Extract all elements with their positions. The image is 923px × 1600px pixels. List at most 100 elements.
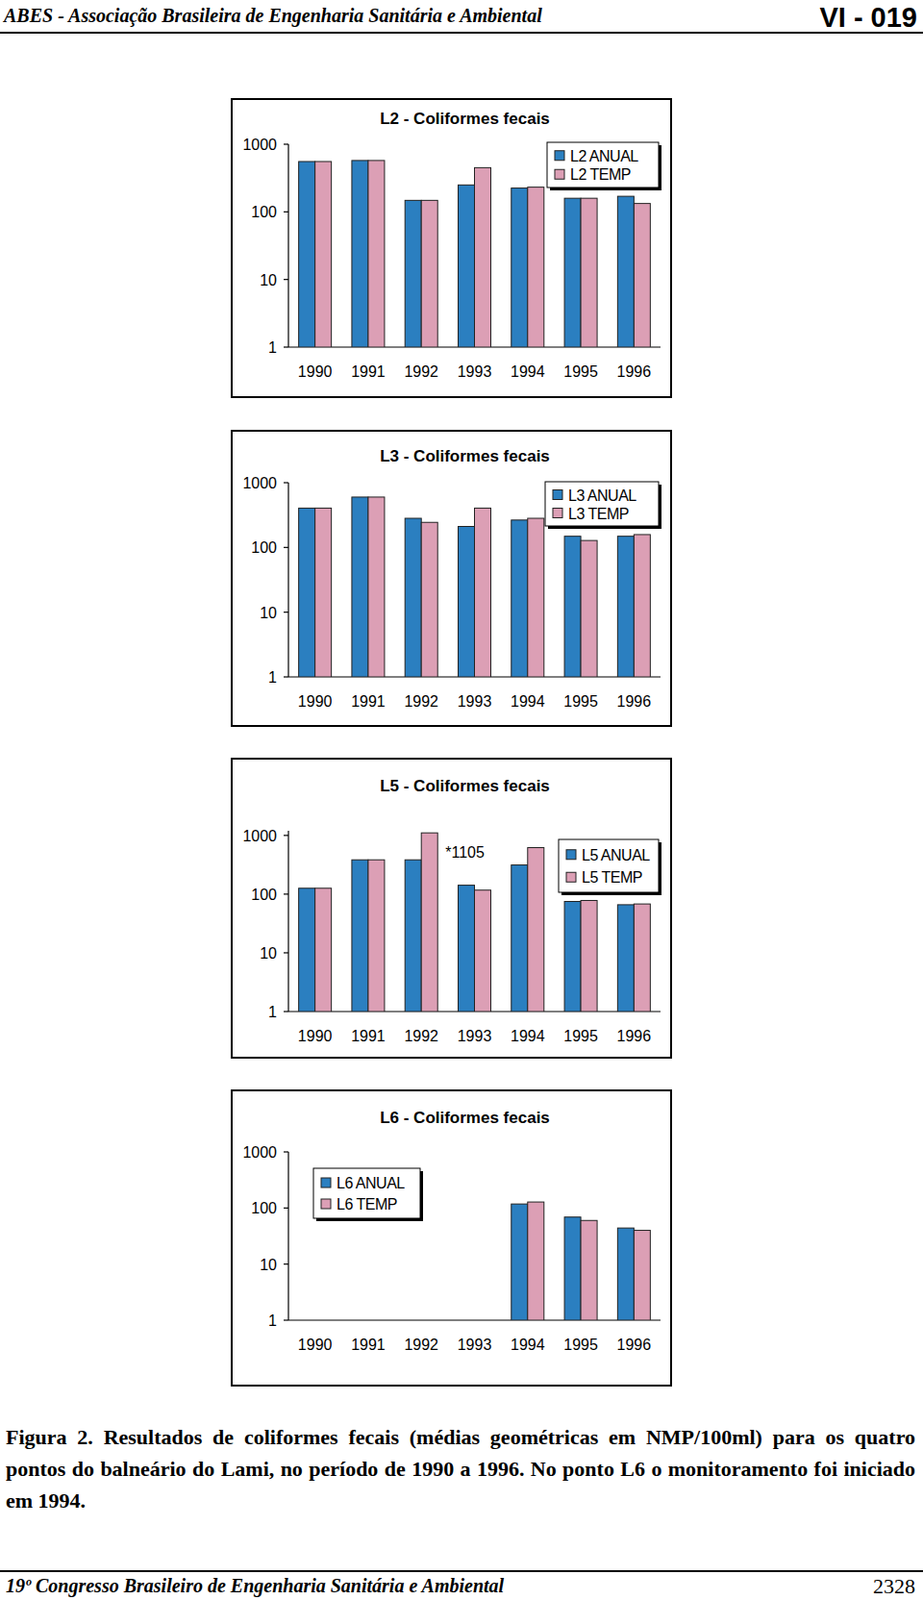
chart-title: L6 - Coliformes fecais [379,1108,550,1127]
x-tick-label: 1996 [617,1027,652,1045]
x-tick-label: 1991 [350,363,386,380]
legend-label: L2 TEMP [570,166,631,183]
bar [580,540,598,677]
bar [527,1201,545,1321]
legend-swatch [552,508,563,519]
bar [315,507,332,677]
y-tick [283,481,289,483]
x-tick-label: 1991 [350,1027,386,1045]
y-tick [283,278,289,280]
y-tick-label: 10 [259,272,277,289]
legend-swatch [554,169,565,179]
legend-label: L3 ANUAL [568,487,637,504]
legend-label: L5 ANUAL [581,847,650,864]
footer-rule [0,1570,923,1572]
caption: Figura 2. Resultados de coliformes fecai… [5,1421,916,1517]
y-tick-label: 1000 [242,827,277,845]
y-tick-label: 100 [250,539,277,556]
x-tick-label: 1996 [617,1336,652,1353]
x-tick-label: 1993 [457,1027,493,1045]
bar [580,899,598,1012]
legend-label: L6 ANUAL [336,1174,405,1192]
x-tick-label: 1991 [350,693,386,710]
legend-label: L6 TEMP [336,1196,398,1213]
bar [580,198,598,348]
x-tick-label: 1995 [563,693,599,710]
y-tick-label: 10 [259,945,277,962]
bar [511,1203,528,1321]
y-tick [283,1263,289,1265]
bar [299,507,316,677]
y-tick-label: 100 [250,1199,277,1217]
y-tick [283,1319,289,1321]
header-right: VI - 019 [819,1,918,33]
y-tick [283,951,289,953]
y-tick [283,675,289,677]
bar [633,203,650,348]
bar [368,859,385,1012]
x-tick-label: 1996 [617,693,652,710]
bar [421,199,438,348]
legend: L2 ANUALL2 TEMP [547,142,662,191]
y-tick-label: 1 [268,1003,277,1021]
bar [564,1217,581,1321]
y-tick-label: 10 [259,1256,277,1273]
chart: L5 - Coliformes fecais110100100019901991… [231,758,672,1058]
legend-swatch [321,1177,331,1188]
y-tick-label: 1 [268,339,277,356]
x-tick-label: 1994 [510,1336,546,1353]
bar [404,518,422,677]
bar [511,188,528,348]
x-tick-label: 1990 [298,693,333,710]
x-tick-label: 1990 [298,1336,333,1353]
bar [564,536,581,677]
y-tick-label: 1000 [242,136,277,153]
chart-title: L5 - Coliformes fecais [379,776,550,796]
chart-title: L3 - Coliformes fecais [379,447,550,466]
x-tick-label: 1994 [510,1027,546,1045]
footer-left: 19º Congresso Brasileiro de Engenharia S… [5,1574,505,1597]
y-axis [287,830,289,1012]
chart-frame [231,430,672,726]
y-tick [283,1150,289,1152]
bars [299,832,651,1012]
y-axis [287,144,289,348]
x-tick-label: 1992 [403,693,439,710]
x-tick-label: 1990 [298,363,333,380]
bar [458,184,475,348]
x-tick-label: 1995 [563,1336,599,1353]
bar [527,848,545,1012]
y-tick-label: 100 [250,886,277,903]
chart-frame [231,1090,672,1386]
y-axis [287,1151,289,1321]
y-tick [283,1010,289,1012]
footer-right: 2328 [873,1573,916,1598]
bar [421,832,438,1012]
bar [633,1230,650,1321]
bar [633,903,650,1012]
bar [474,167,492,348]
x-tick-label: 1992 [403,1027,439,1045]
bar [527,518,545,677]
bar [617,1227,634,1321]
y-axis [287,482,289,677]
bar [474,507,492,677]
x-tick-label: 1991 [350,1336,386,1353]
y-tick-label: 10 [259,604,277,622]
y-tick [283,893,289,895]
chart-title: L2 - Coliformes fecais [379,109,550,128]
page: ABES - Associação Brasileira de Engenhar… [0,0,923,1600]
bar [580,1220,598,1321]
header-left: ABES - Associação Brasileira de Engenhar… [1,4,543,27]
bar [368,497,385,677]
bar [511,520,528,677]
bar [351,160,369,348]
bar [511,865,528,1012]
bar [299,161,316,348]
y-tick-label: 1 [268,669,277,686]
y-tick-label: 1000 [242,474,277,492]
x-tick-label: 1994 [510,363,546,380]
x-tick-label: 1993 [457,1336,493,1353]
y-tick [283,834,289,836]
x-tick-label: 1992 [403,1336,439,1353]
